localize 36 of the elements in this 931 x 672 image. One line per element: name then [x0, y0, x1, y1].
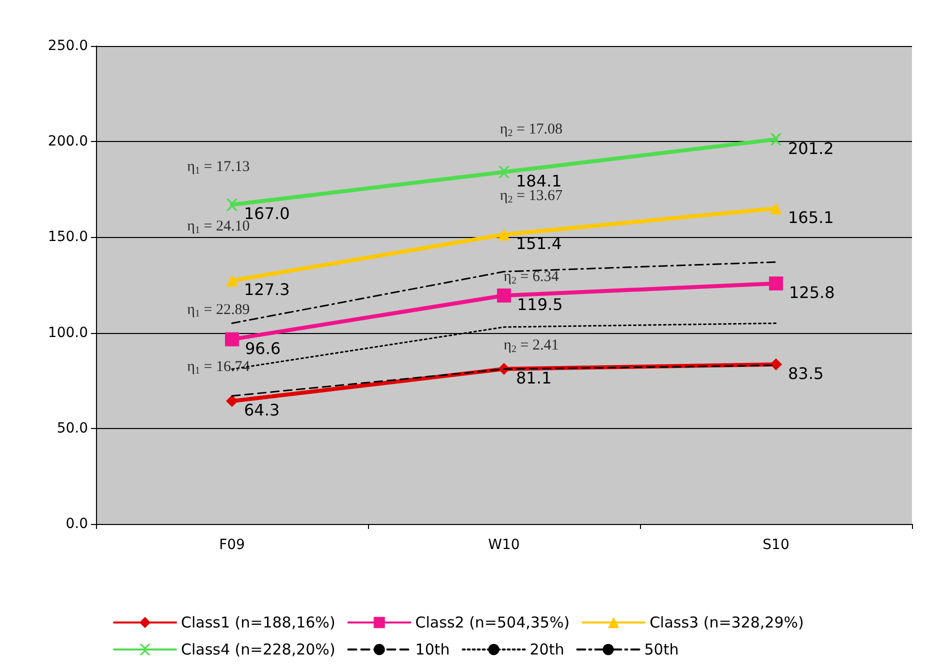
- data-label: 96.6: [245, 338, 281, 358]
- data-label: 201.2: [788, 138, 834, 158]
- legend-label: 10th: [415, 640, 450, 658]
- data-label: 64.3: [244, 400, 280, 420]
- point: [226, 274, 238, 287]
- data-label: 125.8: [789, 282, 835, 302]
- data-label: 165.1: [788, 208, 834, 227]
- point: [498, 166, 510, 178]
- point: [225, 332, 239, 346]
- legend-label: Class1 (n=188,16%): [181, 614, 336, 632]
- y-tick-label: 150.0: [48, 229, 88, 246]
- data-label: 81.1: [516, 368, 552, 388]
- point: [497, 288, 511, 303]
- y-tick-label: 50.0: [56, 420, 88, 436]
- data-label: 119.5: [517, 295, 563, 314]
- data-label: 127.3: [244, 280, 290, 300]
- point: [226, 395, 238, 408]
- x-tick-label: W10: [488, 537, 520, 553]
- point: [498, 228, 510, 241]
- point: [769, 276, 783, 290]
- legend-label: 20th: [530, 640, 564, 658]
- y-tick-label: 0.0: [66, 516, 88, 532]
- x-tick-label: F09: [219, 537, 245, 553]
- x-tick-label: S10: [762, 537, 790, 553]
- legend-label: Class3 (n=328,29%): [650, 614, 804, 632]
- legend-label: Class2 (n=504,35%): [415, 614, 570, 632]
- legend-label: Class4 (n=228,20%): [181, 640, 336, 658]
- y-tick-label: 250.0: [48, 38, 88, 54]
- data-label: 184.1: [516, 172, 562, 190]
- legend-label: 50th: [644, 640, 679, 658]
- point: [226, 198, 238, 211]
- data-label: 83.5: [788, 364, 824, 383]
- y-tick-label: 100.0: [48, 324, 88, 341]
- y-tick-label: 200.0: [48, 134, 88, 150]
- point: [770, 133, 782, 146]
- point: [770, 202, 782, 214]
